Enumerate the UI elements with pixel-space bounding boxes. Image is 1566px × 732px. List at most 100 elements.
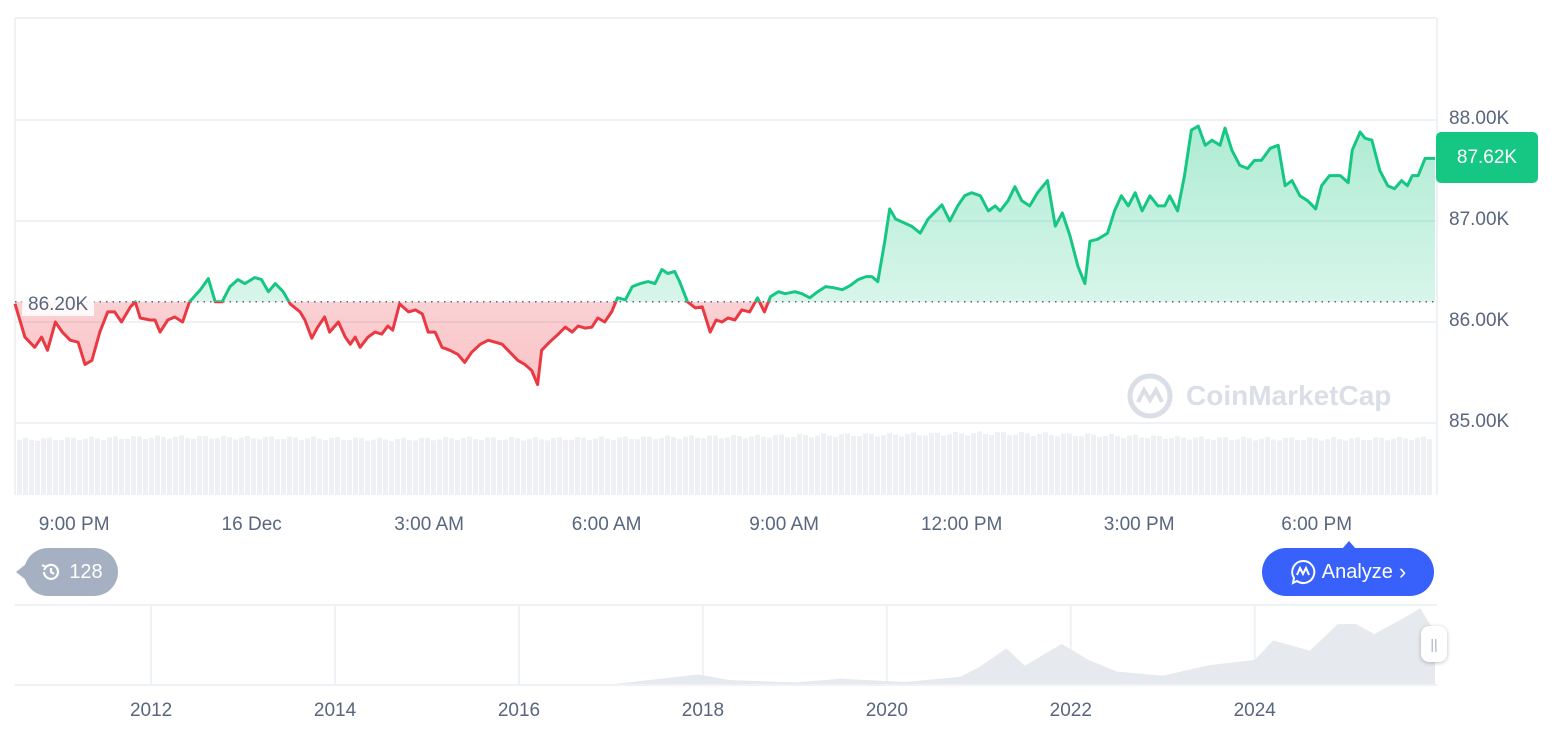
volume-bar (1163, 438, 1168, 495)
volume-bar (1421, 436, 1426, 495)
volume-bar (623, 436, 628, 495)
volume-bar (1139, 437, 1144, 495)
volume-bar (1001, 432, 1006, 495)
volume-bar (791, 436, 796, 495)
volume-bar (1121, 437, 1126, 495)
volume-bar (1289, 437, 1294, 495)
volume-bar (881, 435, 886, 495)
price-line-up (133, 124, 1435, 302)
volume-bar (305, 438, 310, 495)
volume-bar (167, 438, 172, 495)
volume-bar (353, 437, 358, 495)
y-tick-label: 88.00K (1449, 108, 1510, 129)
volume-bar (1187, 439, 1192, 495)
volume-bar (71, 437, 76, 495)
volume-bar (1373, 437, 1378, 495)
volume-bar (1013, 434, 1018, 495)
volume-bar (947, 434, 952, 495)
volume-bar (1331, 437, 1336, 495)
volume-bar (209, 438, 214, 495)
volume-bar (923, 435, 928, 495)
volume-bar (1037, 434, 1042, 495)
volume-bar (1427, 439, 1432, 495)
volume-bar (1025, 433, 1030, 495)
volume-bar (149, 437, 154, 495)
volume-bar (887, 432, 892, 495)
volume-bar (1157, 436, 1162, 495)
volume-bar (1307, 437, 1312, 495)
volume-bar (41, 438, 46, 495)
volume-bar (1325, 439, 1330, 495)
volume-bar (1379, 437, 1384, 495)
y-tick-label: 85.00K (1449, 411, 1510, 432)
volume-bar (269, 436, 274, 495)
volume-bar (581, 437, 586, 495)
volume-bar (1097, 437, 1102, 495)
volume-bar (1067, 433, 1072, 495)
volume-bar (905, 433, 910, 495)
volume-bar (503, 439, 508, 495)
volume-bar (479, 439, 484, 495)
volume-bar (557, 437, 562, 495)
reference-price-label: 86.20K (22, 294, 95, 316)
volume-bar (29, 439, 34, 495)
x-tick-label: 3:00 AM (394, 514, 465, 535)
volume-bar (1271, 439, 1276, 495)
volume-bar (935, 432, 940, 495)
volume-bar (137, 436, 142, 495)
volume-bar (251, 438, 256, 495)
volume-bar (191, 438, 196, 495)
volume-bar (1175, 435, 1180, 495)
volume-bar (59, 439, 64, 495)
volume-bar (179, 435, 184, 495)
volume-bar (677, 438, 682, 495)
volume-bar (227, 437, 232, 495)
volume-bar (779, 434, 784, 495)
volume-bar (911, 432, 916, 495)
volume-bar (377, 437, 382, 495)
volume-bar (95, 438, 100, 495)
volume-bar (977, 431, 982, 495)
volume-bar (125, 438, 130, 495)
volume-bar (413, 440, 418, 495)
volume-bar (1367, 439, 1372, 495)
volume-bar (575, 437, 580, 495)
volume-bar (845, 433, 850, 495)
volume-bar (755, 434, 760, 495)
navigator-drag-handle[interactable]: || (1421, 626, 1447, 662)
volume-bar (875, 436, 880, 495)
volume-bar (221, 435, 226, 495)
volume-bar (1247, 438, 1252, 495)
volume-bar (839, 434, 844, 495)
volume-bar (1199, 436, 1204, 495)
volume-bar (1391, 439, 1396, 495)
volume-bar (827, 435, 832, 495)
volume-bar (815, 435, 820, 495)
volume-bar (635, 439, 640, 495)
volume-bar (989, 434, 994, 495)
volume-bar (1385, 440, 1390, 495)
history-badge[interactable]: 128 (16, 548, 118, 596)
volume-bar (1415, 437, 1420, 495)
volume-bar (959, 433, 964, 495)
volume-bar (317, 438, 322, 495)
volume-bar (1073, 436, 1078, 495)
volume-bar (1295, 440, 1300, 495)
volume-bar (239, 437, 244, 495)
volume-bar (155, 435, 160, 495)
volume-bar (443, 436, 448, 495)
volume-bar (683, 436, 688, 495)
volume-bar (161, 436, 166, 495)
volume-bar (401, 437, 406, 495)
volume-bar (737, 436, 742, 495)
volume-bar (419, 437, 424, 495)
analyze-button[interactable]: Analyze › (1262, 541, 1434, 596)
volume-bar (707, 435, 712, 495)
volume-bar (689, 435, 694, 495)
volume-bar (461, 438, 466, 495)
volume-bar (929, 432, 934, 495)
volume-bar (785, 437, 790, 495)
navigator-year-label: 2020 (865, 700, 908, 721)
volume-bar (1007, 435, 1012, 495)
